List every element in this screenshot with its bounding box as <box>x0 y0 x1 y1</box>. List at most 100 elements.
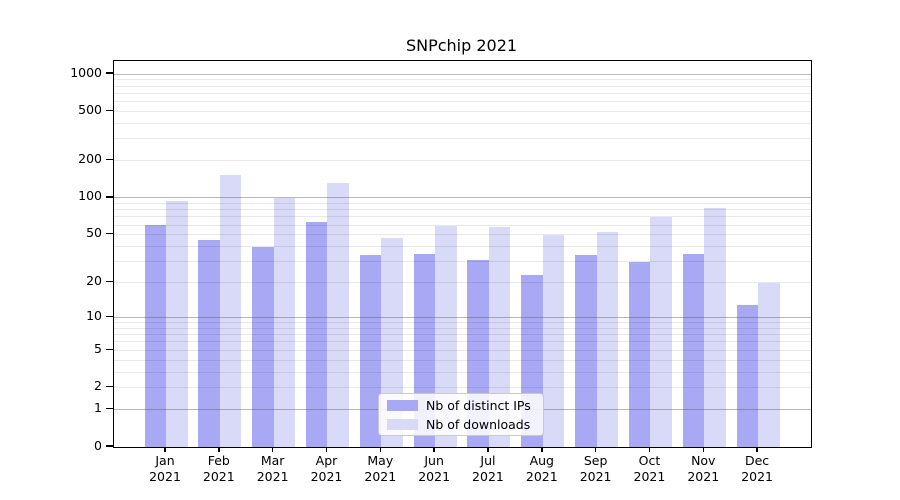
y-tick-label-0: 0 <box>94 437 102 453</box>
minor-gridline-30 <box>114 261 811 263</box>
bar-downloads-mar <box>273 197 296 447</box>
minor-gridline-9 <box>114 322 811 324</box>
minor-gridline-20 <box>114 282 811 284</box>
plot-area <box>113 60 812 448</box>
minor-gridline-400 <box>114 122 811 124</box>
minor-gridline-60 <box>114 224 811 226</box>
legend: Nb of distinct IPs Nb of downloads <box>378 393 544 436</box>
x-tick-mark-oct <box>648 447 651 452</box>
major-gridline-10 <box>114 317 811 319</box>
y-tick-mark-100 <box>106 196 113 198</box>
y-tick-label-20: 20 <box>86 273 102 289</box>
minor-gridline-200 <box>114 160 811 162</box>
x-tick-label-oct: Oct 2021 <box>633 453 666 484</box>
y-tick-mark-1 <box>106 407 113 410</box>
minor-gridline-600 <box>114 101 811 103</box>
minor-gridline-7 <box>114 334 811 336</box>
bar-downloads-dec <box>758 282 780 447</box>
minor-gridline-70 <box>114 216 811 218</box>
y-tick-mark-20 <box>106 280 113 283</box>
x-tick-label-jun: Jun 2021 <box>418 453 451 484</box>
y-tick-mark-2 <box>106 385 113 388</box>
x-tick-mark-apr <box>325 447 328 452</box>
y-tick-label-5: 5 <box>94 340 102 356</box>
x-tick-label-jan: Jan 2021 <box>149 453 181 484</box>
x-tick-label-sep: Sep 2021 <box>579 453 612 484</box>
x-tick-label-mar: Mar 2021 <box>256 453 289 484</box>
minor-gridline-5 <box>114 349 811 351</box>
chart-title: SNPchip 2021 <box>405 36 518 55</box>
y-tick-mark-0 <box>106 445 113 447</box>
y-tick-mark-50 <box>106 232 113 235</box>
minor-gridline-900 <box>114 79 811 81</box>
major-gridline-1000 <box>114 73 811 75</box>
bar-distinct-ips-dec <box>736 304 759 447</box>
y-tick-mark-200 <box>106 158 113 161</box>
bar-distinct-ips-mar <box>252 246 274 447</box>
minor-gridline-3 <box>114 371 811 373</box>
minor-gridline-700 <box>114 92 811 94</box>
legend-label-downloads: Nb of downloads <box>426 416 531 432</box>
bar-downloads-feb <box>219 175 242 447</box>
bar-downloads-jun <box>435 225 457 447</box>
y-tick-mark-10 <box>106 315 113 318</box>
x-tick-mark-jul <box>487 447 489 452</box>
y-tick-mark-500 <box>106 109 113 112</box>
x-tick-label-dec: Dec 2021 <box>741 453 773 484</box>
major-gridline-100 <box>114 197 811 199</box>
bar-downloads-nov <box>704 207 726 447</box>
bar-downloads-jul <box>488 226 511 447</box>
minor-gridline-40 <box>114 246 811 247</box>
y-tick-label-50: 50 <box>86 225 102 241</box>
x-tick-mark-sep <box>594 447 597 452</box>
y-tick-mark-1000 <box>106 72 113 74</box>
bar-distinct-ips-jan <box>144 225 166 447</box>
bar-distinct-ips-may <box>359 255 382 447</box>
minor-gridline-8 <box>114 327 811 329</box>
y-tick-label-500: 500 <box>78 101 102 117</box>
x-tick-label-jul: Jul 2021 <box>472 453 504 484</box>
x-tick-mark-feb <box>218 447 220 452</box>
bar-distinct-ips-sep <box>575 255 597 447</box>
legend-swatch-downloads <box>387 418 418 430</box>
bar-downloads-apr <box>327 183 349 447</box>
y-tick-label-10: 10 <box>86 308 102 324</box>
bar-downloads-aug <box>542 234 565 447</box>
x-tick-label-nov: Nov 2021 <box>687 453 720 484</box>
bar-distinct-ips-apr <box>305 222 328 447</box>
x-tick-mark-aug <box>541 447 543 452</box>
y-tick-label-1: 1 <box>94 400 102 416</box>
legend-entry-downloads: Nb of downloads <box>379 416 543 432</box>
x-tick-mark-dec <box>756 447 758 452</box>
x-tick-label-may: May 2021 <box>364 453 397 484</box>
minor-gridline-800 <box>114 85 811 87</box>
x-tick-mark-nov <box>702 447 705 452</box>
bar-downloads-jan <box>166 200 188 447</box>
legend-label-distinct-ips: Nb of distinct IPs <box>426 397 531 413</box>
y-tick-label-100: 100 <box>78 188 102 204</box>
bar-downloads-oct <box>650 216 672 447</box>
minor-gridline-6 <box>114 341 811 343</box>
x-tick-mark-mar <box>271 447 274 452</box>
legend-entry-distinct-ips: Nb of distinct IPs <box>379 397 543 413</box>
minor-gridline-4 <box>114 359 811 361</box>
y-tick-label-200: 200 <box>78 151 102 167</box>
bar-distinct-ips-feb <box>198 240 220 447</box>
y-tick-label-1000: 1000 <box>70 64 102 80</box>
x-tick-label-aug: Aug 2021 <box>525 453 558 484</box>
bar-distinct-ips-nov <box>682 253 705 447</box>
bar-distinct-ips-oct <box>628 261 651 447</box>
minor-gridline-2 <box>114 387 811 389</box>
y-tick-mark-5 <box>106 348 113 350</box>
x-tick-label-apr: Apr 2021 <box>310 453 343 484</box>
x-tick-mark-may <box>379 447 382 452</box>
minor-gridline-300 <box>114 138 811 140</box>
bar-downloads-sep <box>596 231 619 447</box>
minor-gridline-80 <box>114 209 811 211</box>
y-tick-label-2: 2 <box>94 378 102 394</box>
x-tick-label-feb: Feb 2021 <box>202 453 235 484</box>
minor-gridline-50 <box>114 234 811 236</box>
minor-gridline-90 <box>114 202 811 204</box>
legend-swatch-distinct-ips <box>387 399 418 411</box>
